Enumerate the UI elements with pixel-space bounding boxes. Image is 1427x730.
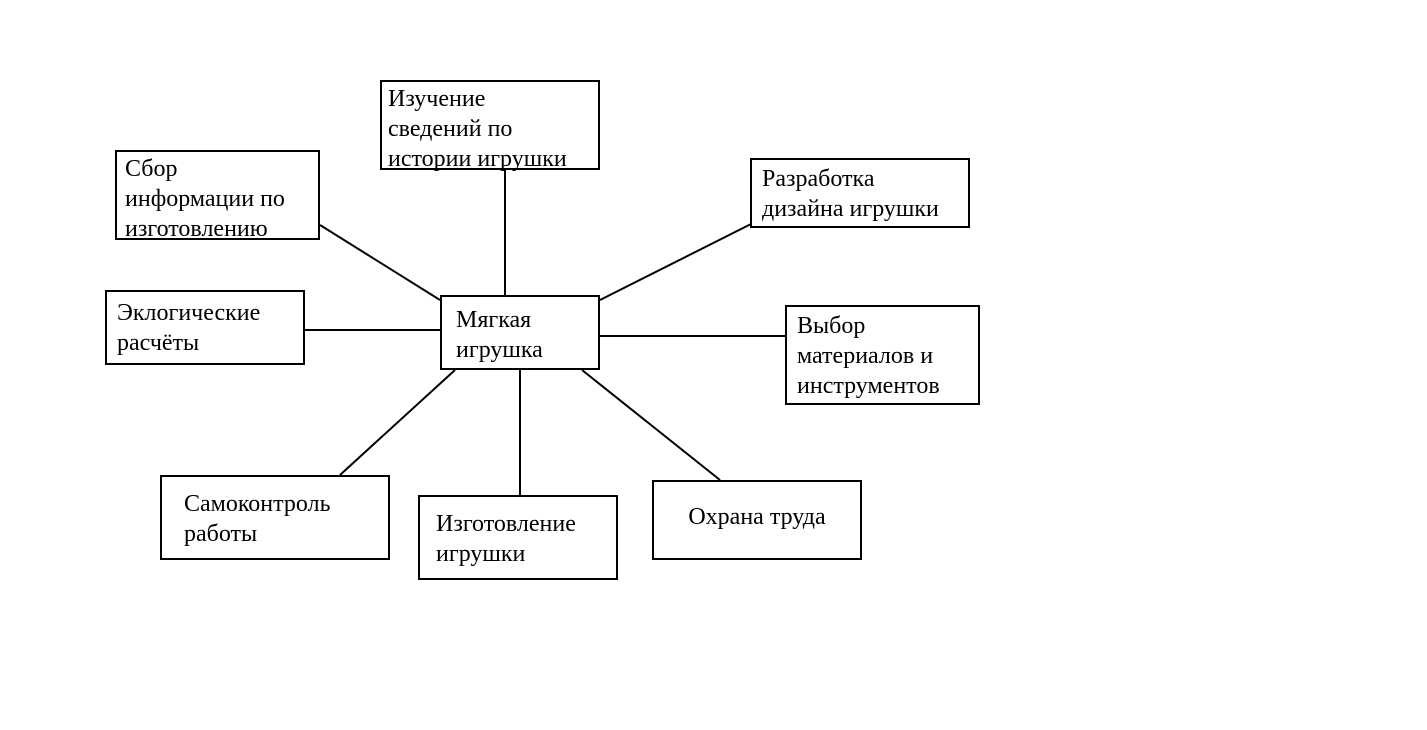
- edge-center-top-right: [600, 222, 755, 300]
- node-right: Выбор материалов и инструментов: [785, 305, 980, 405]
- node-center-label: Мягкая игрушка: [456, 305, 598, 365]
- node-top: Изучение сведений по истории игрушки: [380, 80, 600, 170]
- edge-center-bottom-right: [582, 370, 720, 480]
- node-top-left-label: Сбор информации по изготовлению: [125, 154, 318, 244]
- node-left: Эклогические расчёты: [105, 290, 305, 365]
- node-top-right: Разработка дизайна игрушки: [750, 158, 970, 228]
- node-top-right-label: Разработка дизайна игрушки: [762, 164, 968, 224]
- node-bottom-right-label: Охрана труда: [654, 502, 860, 532]
- diagram-canvas: Мягкая игрушка Изучение сведений по исто…: [0, 0, 1427, 730]
- node-bottom-left-label: Самоконтроль работы: [184, 489, 388, 549]
- node-left-label: Эклогические расчёты: [117, 298, 303, 358]
- node-top-left: Сбор информации по изготовлению: [115, 150, 320, 240]
- node-center: Мягкая игрушка: [440, 295, 600, 370]
- node-right-label: Выбор материалов и инструментов: [797, 311, 978, 401]
- edge-center-bottom-left: [340, 370, 455, 475]
- node-bottom-label: Изготовление игрушки: [436, 509, 616, 569]
- edges-layer: [0, 0, 1427, 730]
- node-bottom-left: Самоконтроль работы: [160, 475, 390, 560]
- node-top-label: Изучение сведений по истории игрушки: [388, 84, 598, 174]
- node-bottom-right: Охрана труда: [652, 480, 862, 560]
- node-bottom: Изготовление игрушки: [418, 495, 618, 580]
- edge-center-top-left: [320, 225, 440, 300]
